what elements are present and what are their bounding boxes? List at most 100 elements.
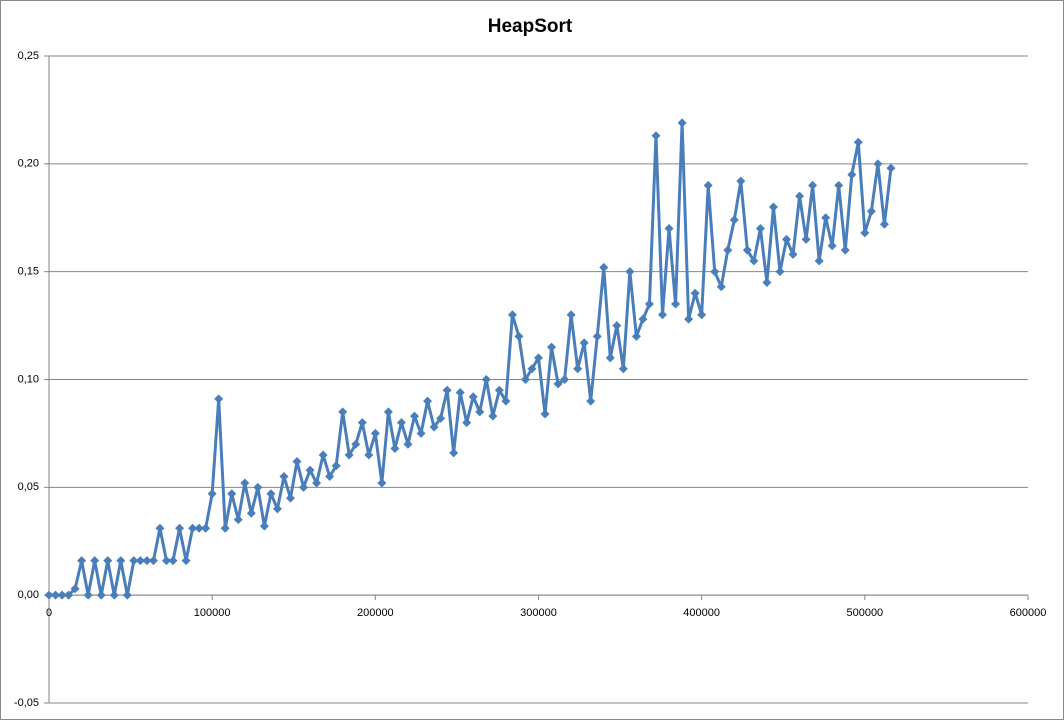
data-point — [423, 396, 433, 406]
data-point — [579, 338, 589, 348]
data-point — [279, 472, 289, 482]
data-point — [148, 556, 158, 566]
x-tick-label: 400000 — [683, 607, 720, 619]
data-point — [377, 478, 387, 488]
data-point — [795, 191, 805, 201]
data-point — [534, 353, 543, 363]
data-point — [514, 331, 524, 341]
data-point — [77, 556, 87, 566]
data-point — [227, 489, 237, 499]
data-point — [488, 411, 498, 421]
data-point — [801, 234, 811, 244]
data-point — [592, 331, 602, 341]
data-point — [586, 396, 596, 406]
data-point — [494, 385, 504, 395]
data-point — [716, 282, 726, 292]
data-point — [344, 450, 354, 460]
data-point — [808, 180, 818, 190]
data-point — [690, 288, 700, 298]
data-point — [299, 482, 309, 492]
data-point — [51, 590, 61, 600]
data-point — [364, 450, 374, 460]
x-tick-label: 600000 — [1010, 607, 1047, 619]
data-point — [462, 418, 472, 428]
data-point — [782, 234, 792, 244]
data-point — [703, 180, 713, 190]
data-point — [103, 556, 113, 566]
data-point — [697, 310, 707, 320]
data-point — [475, 407, 485, 417]
data-point — [736, 176, 746, 186]
y-tick-label: -0,05 — [14, 697, 39, 709]
y-tick-label: 0,25 — [18, 50, 39, 62]
data-point — [605, 353, 615, 363]
data-point — [540, 409, 550, 419]
data-point — [266, 489, 276, 499]
data-point — [618, 364, 628, 374]
data-point — [612, 321, 622, 331]
data-point — [768, 202, 778, 212]
data-point — [168, 556, 178, 566]
data-point — [357, 418, 367, 428]
y-tick-label: 0,00 — [18, 589, 39, 601]
data-point — [318, 450, 328, 460]
data-point — [259, 521, 269, 531]
data-point — [161, 556, 171, 566]
data-point — [481, 375, 491, 384]
data-point — [116, 556, 126, 566]
data-point — [866, 206, 876, 216]
data-point — [292, 456, 302, 466]
y-tick-label: 0,20 — [18, 158, 39, 170]
data-point — [70, 584, 80, 594]
data-point — [331, 461, 341, 471]
data-point — [201, 523, 211, 533]
data-point — [449, 448, 459, 458]
data-line — [49, 121, 893, 597]
data-point — [194, 523, 204, 533]
y-tick-label: 0,10 — [18, 373, 39, 385]
data-point — [501, 396, 511, 406]
data-point — [775, 267, 785, 277]
data-point — [625, 267, 635, 277]
data-point — [312, 478, 322, 488]
data-point — [723, 245, 733, 255]
data-point — [57, 590, 67, 600]
data-point — [403, 439, 413, 449]
data-point — [90, 556, 100, 566]
data-point — [96, 590, 106, 600]
data-point — [122, 590, 132, 600]
data-point — [520, 375, 530, 384]
data-point — [129, 556, 139, 566]
x-tick-label: 100000 — [194, 607, 231, 619]
data-point — [325, 472, 335, 482]
data-point — [207, 489, 217, 499]
x-tick-label: 0 — [46, 607, 52, 619]
y-tick-label: 0,15 — [18, 266, 39, 278]
data-point — [135, 556, 145, 566]
data-point — [240, 478, 250, 488]
data-point — [638, 314, 648, 324]
x-tick-label: 500000 — [846, 607, 883, 619]
data-point — [527, 364, 537, 374]
data-point — [436, 413, 446, 423]
data-point — [684, 314, 694, 324]
data-point — [873, 159, 883, 169]
data-point — [879, 219, 889, 229]
y-tick-label: 0,05 — [18, 481, 39, 493]
data-point — [677, 118, 687, 128]
data-point — [155, 523, 165, 533]
data-point — [553, 379, 563, 389]
x-tick-label: 200000 — [357, 607, 394, 619]
data-point — [285, 493, 295, 503]
data-point — [840, 245, 850, 255]
data-point — [429, 422, 439, 432]
data-point — [729, 215, 739, 225]
data-point — [547, 342, 557, 352]
data-point — [370, 428, 380, 438]
data-point — [827, 241, 837, 251]
x-tick-label: 300000 — [520, 607, 557, 619]
data-point — [272, 504, 282, 514]
data-point — [220, 523, 230, 533]
